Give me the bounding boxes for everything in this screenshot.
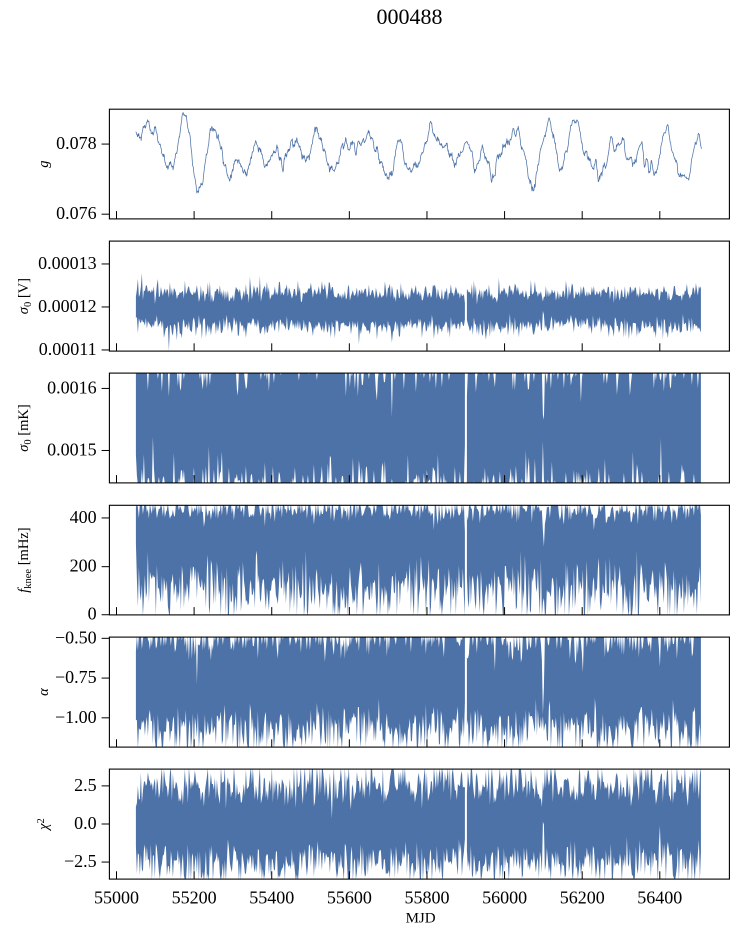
svg-text:−0.50: −0.50	[55, 627, 97, 647]
svg-text:55000: 55000	[94, 888, 139, 908]
svg-text:56000: 56000	[482, 888, 527, 908]
svg-text:MJD: MJD	[406, 911, 436, 927]
svg-text:56200: 56200	[560, 888, 605, 908]
svg-text:g: g	[36, 160, 52, 167]
svg-text:0.0: 0.0	[74, 813, 97, 833]
svg-text:−1.00: −1.00	[55, 707, 97, 727]
svg-text:0.076: 0.076	[56, 203, 97, 223]
svg-text:0: 0	[88, 604, 97, 624]
svg-text:200: 200	[70, 556, 97, 576]
svg-text:0.00011: 0.00011	[39, 339, 97, 359]
svg-text:56400: 56400	[637, 888, 682, 908]
svg-text:55400: 55400	[249, 888, 294, 908]
svg-text:0.0015: 0.0015	[47, 440, 97, 460]
svg-text:400: 400	[70, 507, 97, 527]
svg-text:55800: 55800	[404, 888, 449, 908]
svg-text:0.078: 0.078	[56, 133, 97, 153]
svg-text:−0.75: −0.75	[55, 667, 97, 687]
svg-text:000488: 000488	[377, 4, 443, 29]
svg-text:−2.5: −2.5	[64, 851, 97, 871]
svg-text:0.00012: 0.00012	[38, 296, 97, 316]
svg-text:α: α	[36, 688, 52, 696]
svg-text:55200: 55200	[172, 888, 217, 908]
svg-text:2.5: 2.5	[74, 775, 97, 795]
svg-text:0.0016: 0.0016	[47, 377, 97, 397]
svg-text:55600: 55600	[327, 888, 372, 908]
svg-text:σ0 [mK]: σ0 [mK]	[16, 404, 34, 451]
svg-text:σ0 [V]: σ0 [V]	[16, 278, 34, 314]
svg-text:0.00013: 0.00013	[38, 253, 97, 273]
